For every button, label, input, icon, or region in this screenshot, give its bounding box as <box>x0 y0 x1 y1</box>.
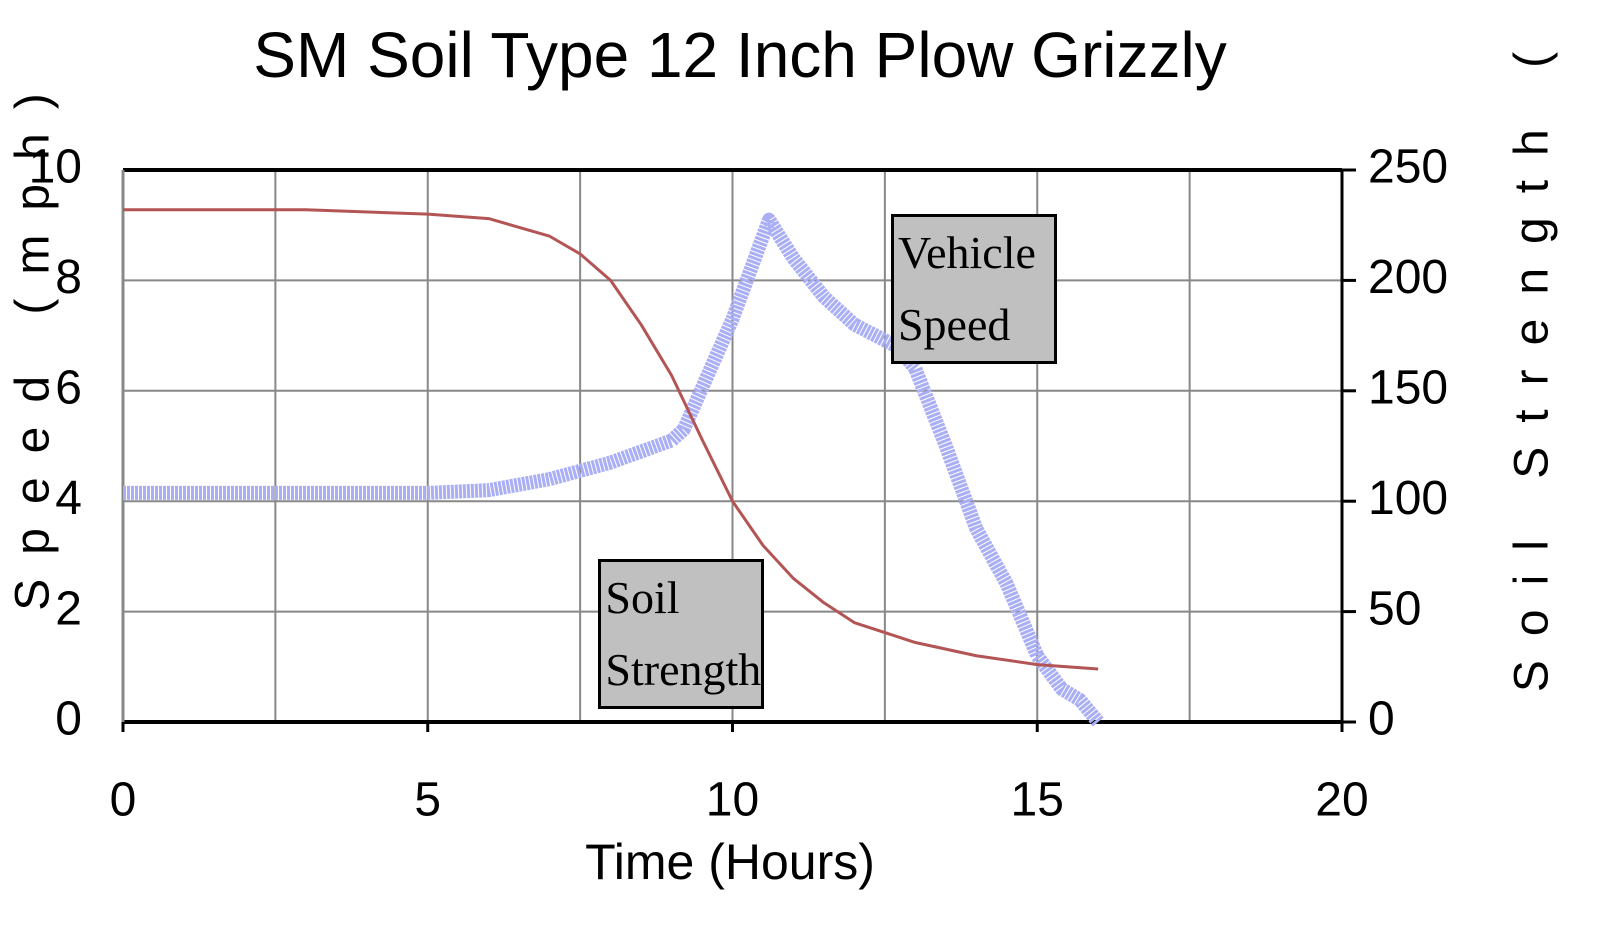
x-tick-label: 15 <box>1011 774 1064 827</box>
y-tick-label: 2 <box>55 582 82 635</box>
y2-tick-label: 150 <box>1368 361 1448 414</box>
y-axis-title: Speed (mph) <box>7 69 60 610</box>
y2-tick-label: 200 <box>1368 251 1448 304</box>
x-tick-label: 10 <box>706 774 759 827</box>
y2-tick-label: 0 <box>1368 693 1395 746</box>
series-line <box>123 212 1104 727</box>
y2-tick-label: 100 <box>1368 472 1448 525</box>
y2-tick-label: 50 <box>1368 582 1421 635</box>
x-axis-title: Time (Hours) <box>585 834 875 890</box>
annotation: Vehicle Speed <box>890 214 1057 365</box>
annotation: Soil Strength <box>598 559 765 710</box>
chart-title: SM Soil Type 12 Inch Plow Grizzly <box>253 19 1226 91</box>
x-tick-label: 20 <box>1315 774 1368 827</box>
x-tick-label: 5 <box>414 774 441 827</box>
y-tick-label: 0 <box>55 693 82 746</box>
y2-tick-label: 250 <box>1368 141 1448 194</box>
y-tick-label: 4 <box>55 472 82 525</box>
series-line <box>123 208 1099 671</box>
y2-axis-title: Soil Strength ( <box>1506 28 1559 692</box>
y-tick-label: 8 <box>55 251 82 304</box>
x-tick-label: 0 <box>110 774 137 827</box>
y-tick-label: 10 <box>29 141 82 194</box>
y-tick-label: 6 <box>55 361 82 414</box>
